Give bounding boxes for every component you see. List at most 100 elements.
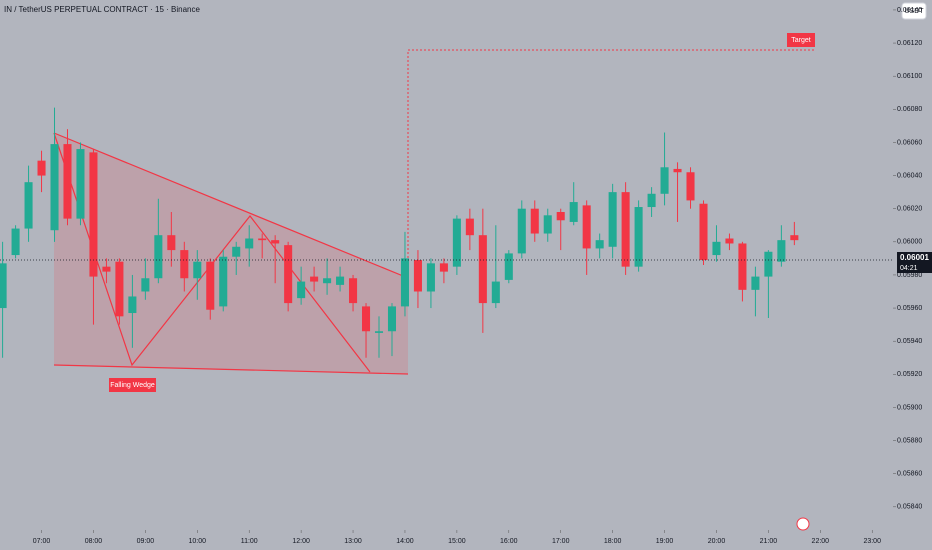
candle-body: [686, 172, 695, 201]
x-tick-label: 12:00: [292, 538, 310, 545]
candle-body: [530, 208, 539, 234]
candle-body: [582, 205, 591, 249]
x-tick-label: 18:00: [604, 538, 622, 545]
x-tick-label: 14:00: [396, 538, 414, 545]
annotation: Target: [791, 37, 811, 44]
candle-body: [426, 263, 435, 292]
candle-body: [465, 218, 474, 236]
candle-body: [193, 261, 202, 279]
candle-body: [673, 168, 682, 173]
y-tick-label: 0.05960: [897, 305, 922, 312]
target-path: [407, 49, 815, 278]
candle-body: [647, 193, 656, 208]
annotation: Falling Wedge: [110, 382, 155, 389]
annotation-box: [787, 33, 815, 47]
y-tick-label: 0.06080: [897, 106, 922, 113]
candle-body: [336, 276, 345, 285]
y-tick-label: 0.05920: [897, 371, 922, 378]
candle-body: [141, 278, 150, 292]
y-tick-label: 0.05880: [897, 437, 922, 444]
y-tick-label: 0.06000: [897, 239, 922, 246]
wedge-lower: [53, 364, 409, 375]
candle-body: [543, 215, 552, 234]
y-tick-label: 0.05860: [897, 471, 922, 478]
candle-body: [50, 144, 59, 231]
candle-body: [297, 281, 306, 299]
candle-body: [660, 167, 669, 194]
candle-body: [11, 228, 20, 256]
candle-body: [115, 261, 124, 317]
currency-button[interactable]: [901, 2, 927, 20]
candle-body: [413, 260, 422, 292]
candle-body: [595, 240, 604, 249]
candle-body: [569, 202, 578, 222]
candle-body: [63, 144, 72, 219]
candle-body: [349, 278, 358, 304]
x-tick-label: 17:00: [552, 538, 570, 545]
y-tick-label: 0.05900: [897, 404, 922, 411]
x-tick-label: 10:00: [189, 538, 207, 545]
candle-body: [439, 263, 448, 272]
candle-body: [102, 266, 111, 272]
candle-body: [751, 276, 760, 290]
candle-body: [517, 208, 526, 254]
candle-body: [764, 251, 773, 277]
candle-body: [634, 207, 643, 267]
candle-body: [738, 243, 747, 290]
x-tick-label: 09:00: [137, 538, 155, 545]
candle-body: [387, 306, 397, 332]
logo: [796, 517, 810, 531]
candles: [0, 107, 799, 358]
y-tick-label: 0.06060: [897, 139, 922, 146]
candle-body: [491, 281, 500, 304]
candle-body: [621, 192, 630, 267]
candle-body: [504, 253, 513, 280]
candle-body: [725, 238, 734, 244]
candle-body: [790, 235, 799, 241]
candle-body: [0, 263, 7, 309]
x-tick-label: 08:00: [85, 538, 103, 545]
x-tick-label: 22:00: [812, 538, 830, 545]
candle-body: [556, 212, 565, 221]
candle-body: [777, 240, 786, 262]
x-tick-label: 23:00: [863, 538, 881, 545]
candle-body: [712, 241, 721, 256]
x-tick-label: 13:00: [344, 538, 362, 545]
candle-body: [478, 235, 487, 304]
y-tick-label: 0.06140: [897, 7, 922, 14]
y-tick-label: 0.06120: [897, 40, 922, 47]
wedge-area: [54, 133, 408, 374]
x-tick-label: 15:00: [448, 538, 466, 545]
candle-body: [258, 238, 267, 241]
candle-body: [271, 240, 280, 244]
candle-body: [284, 245, 293, 304]
candle-body: [608, 192, 617, 247]
y-tick-label: 0.05980: [897, 272, 922, 279]
x-tick-label: 21:00: [760, 538, 778, 545]
currency[interactable]: USDT: [904, 8, 924, 15]
x-tick-label: 16:00: [500, 538, 518, 545]
candle-body: [374, 331, 384, 333]
y-tick-label: 0.05940: [897, 338, 922, 345]
candle-body: [37, 160, 46, 176]
candle-body: [323, 278, 332, 284]
candle-body: [310, 276, 319, 282]
candle-body: [452, 218, 461, 267]
y-tick-label: 0.06100: [897, 73, 922, 80]
price-label-box: [897, 252, 932, 273]
candle-body: [154, 235, 163, 279]
candle-body: [89, 152, 98, 277]
candle-body: [180, 250, 189, 279]
candle-body: [167, 235, 176, 251]
current-price: 0.06001: [900, 253, 929, 262]
x-tick-label: 07:00: [33, 538, 51, 545]
annotation-box: [109, 378, 156, 392]
candle-body: [232, 246, 241, 257]
y-tick-label: 0.05840: [897, 504, 922, 511]
candle-body: [699, 203, 708, 261]
candle-body: [362, 306, 371, 332]
x-tick-label: 11:00: [241, 538, 258, 545]
candle-body: [219, 256, 228, 307]
